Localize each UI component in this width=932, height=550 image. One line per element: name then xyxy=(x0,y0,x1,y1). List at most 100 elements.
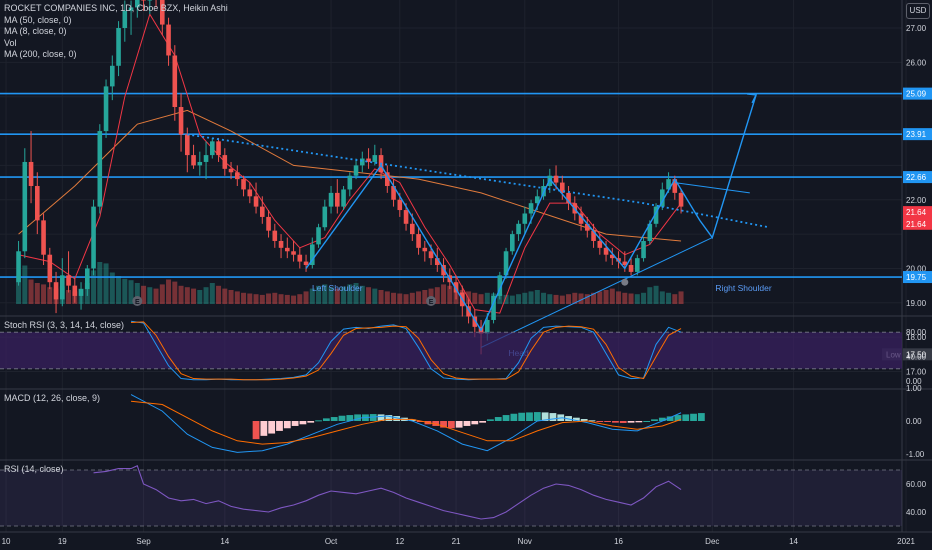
candle-body xyxy=(397,199,403,211)
candle-body xyxy=(222,155,228,169)
candle-body xyxy=(228,168,234,173)
earnings-marker-label-1: E xyxy=(429,299,434,306)
candle-body xyxy=(241,179,246,190)
volume-bar xyxy=(147,287,153,304)
time-tick-7: Nov xyxy=(518,537,532,546)
candle-body xyxy=(647,223,653,241)
volume-bar xyxy=(628,293,634,304)
volume-bar xyxy=(241,292,247,304)
legend-vol: Vol xyxy=(4,37,17,48)
candle-body xyxy=(422,247,428,252)
time-tick-3: 14 xyxy=(220,537,229,546)
price-label-box-2 xyxy=(903,171,932,184)
candle-body xyxy=(22,161,28,252)
candle-body xyxy=(472,316,478,327)
candle-body xyxy=(510,234,515,252)
candle-body xyxy=(66,275,71,286)
volume-bar xyxy=(666,292,672,304)
macd-histogram-bar xyxy=(291,421,299,426)
volume-bar xyxy=(547,294,553,304)
price-label-0: 25.09 xyxy=(906,90,927,99)
macd-histogram-bar xyxy=(283,421,291,429)
macd-histogram-bar xyxy=(580,419,588,421)
rsi-line xyxy=(93,465,682,520)
earnings-marker-1[interactable] xyxy=(426,296,437,306)
time-tick-10: 14 xyxy=(789,537,798,546)
candle-body xyxy=(116,28,121,66)
candle-body xyxy=(60,275,65,300)
volume-bar xyxy=(284,294,290,304)
price-tick-9: 19.00 xyxy=(906,299,927,308)
volume-bar xyxy=(347,284,353,304)
macd-histogram-bar xyxy=(268,421,276,434)
macd-histogram-bar xyxy=(588,420,596,422)
macd-histogram-bar xyxy=(596,421,604,422)
price-label-box-3 xyxy=(903,206,932,219)
legend-ma50: MA (50, close, 0) xyxy=(4,14,72,25)
candle-body xyxy=(72,285,78,296)
price-label-4: 21.64 xyxy=(906,220,927,229)
volume-bar xyxy=(341,286,347,304)
candle-body xyxy=(47,254,53,283)
candle-body xyxy=(391,186,396,200)
macd-histogram-bar xyxy=(322,418,330,421)
volume-bar xyxy=(403,294,409,304)
volume-bar xyxy=(116,276,122,304)
candle-body xyxy=(78,289,84,296)
volume-bar xyxy=(609,288,615,304)
candle-body xyxy=(210,141,215,156)
candle-body xyxy=(97,131,103,207)
volume-bar xyxy=(216,285,222,304)
volume-bar xyxy=(266,293,272,304)
price-label-box-4 xyxy=(903,217,932,230)
macd-histogram-bar xyxy=(658,417,666,421)
candle-body xyxy=(322,206,328,228)
candle-body xyxy=(191,155,196,166)
candle-body xyxy=(366,158,371,162)
macd-histogram-bar xyxy=(471,421,479,425)
currency-button[interactable]: USD xyxy=(906,3,930,19)
volume-bar xyxy=(534,290,540,304)
price-label-box-1 xyxy=(903,128,932,141)
price-tick-0: 27.00 xyxy=(906,24,927,33)
candle-body xyxy=(197,161,203,166)
volume-bar xyxy=(397,293,403,304)
candle-body xyxy=(528,203,534,214)
volume-bar xyxy=(291,295,297,304)
macd-tick-2: -1.00 xyxy=(906,450,925,459)
candle-body xyxy=(641,240,646,259)
ma50-line xyxy=(18,109,682,242)
candle-body xyxy=(410,223,415,235)
volume-bar xyxy=(422,290,428,304)
stoch-band-fill xyxy=(0,332,902,369)
volume-bar xyxy=(128,280,134,304)
volume-bar xyxy=(559,295,565,304)
volume-bar xyxy=(234,291,240,304)
volume-bar xyxy=(391,292,397,304)
candle-body xyxy=(253,196,259,207)
price-label-7: 17.50 xyxy=(906,350,927,359)
stoch-d-line xyxy=(131,321,682,381)
macd-histogram-bar xyxy=(549,413,557,421)
candle-body xyxy=(616,258,621,262)
candle-body xyxy=(135,0,140,8)
volume-bar xyxy=(16,276,22,304)
legend-ma200: MA (200, close, 0) xyxy=(4,49,77,59)
macd-histogram-bar xyxy=(252,421,260,440)
macd-histogram-bar xyxy=(455,421,463,428)
macd-histogram-bar xyxy=(354,414,362,421)
volume-bar xyxy=(22,265,28,304)
candle-body xyxy=(428,251,434,259)
price-label-box-0 xyxy=(903,87,932,100)
candle-body xyxy=(297,254,303,262)
candle-body xyxy=(328,192,334,207)
earnings-marker-0[interactable] xyxy=(132,296,143,306)
candle-body xyxy=(497,275,503,296)
volume-bar xyxy=(528,291,534,304)
volume-bar xyxy=(509,295,515,304)
macd-histogram-bar xyxy=(315,420,322,422)
candle-body xyxy=(522,213,528,224)
candle-body xyxy=(85,268,90,290)
rsi-legend: RSI (14, close) xyxy=(4,464,64,474)
